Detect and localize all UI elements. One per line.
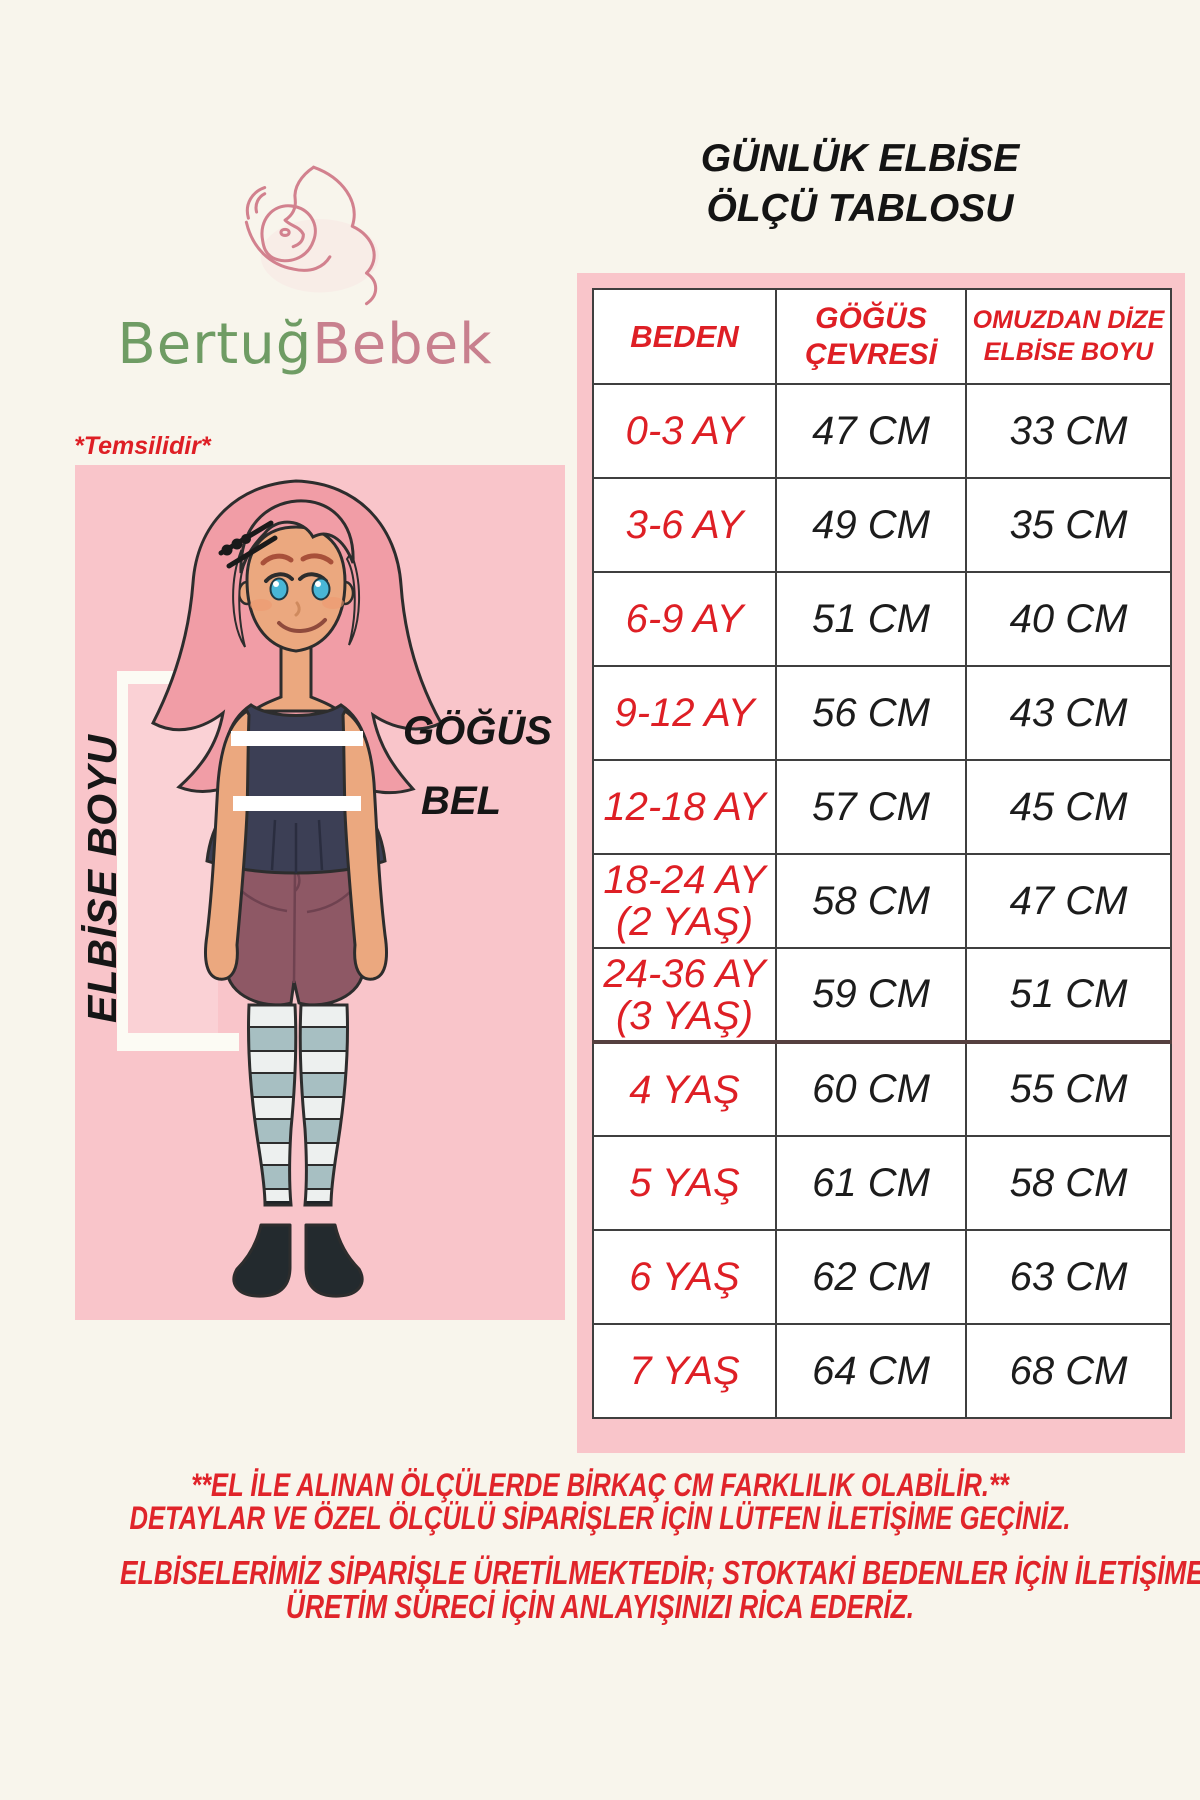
table-row: 5 YAŞ 61 CM 58 CM [592,1135,1172,1231]
size-cell: 7 YAŞ [592,1323,777,1419]
footer-line2: DETAYLAR VE ÖZEL ÖLÇÜLÜ SİPARİŞLER İÇİN … [129,1500,1071,1536]
bangs [239,499,355,574]
size-cell: 6-9 AY [592,571,777,667]
arms [204,709,388,981]
mother-baby-icon [244,165,379,306]
table-row: 6-9 AY 51 CM 40 CM [592,571,1172,667]
bracket-overlay [128,684,218,1033]
dress-length-label: ELBİSE BOYU [79,734,125,1023]
table-row: 24-36 AY (3 YAŞ) 59 CM 51 CM [592,947,1172,1044]
length-cell: 43 CM [965,665,1172,761]
table-row: 7 YAŞ 64 CM 68 CM [592,1323,1172,1419]
footer-line4: ÜRETİM SÜRECİ İÇİN ANLAYIŞINIZI RİCA EDE… [285,1588,915,1625]
waist-label: BEL [421,779,501,823]
table-row: 4 YAŞ 60 CM 55 CM [592,1041,1172,1137]
length-cell: 58 CM [965,1135,1172,1231]
stockings [246,1003,350,1207]
size-cell: 4 YAŞ [592,1041,777,1137]
table-row: 0-3 AY 47 CM 33 CM [592,383,1172,479]
dress-length-bracket [117,671,239,1051]
chest-cell: 64 CM [775,1323,967,1419]
chest-cell: 58 CM [775,853,967,949]
table-row: 6 YAŞ 62 CM 63 CM [592,1229,1172,1325]
hairpins [218,520,278,569]
chest-cell: 62 CM [775,1229,967,1325]
table-row: 9-12 AY 56 CM 43 CM [592,665,1172,761]
footer-line3: ELBİSELERİMİZ SİPARİŞLE ÜRETİLMEKTEDİR; … [120,1554,1200,1591]
size-cell: 3-6 AY [592,477,777,573]
chest-measure-bar [231,731,363,746]
size-table-header-row: BEDEN GÖĞÜS ÇEVRESİ OMUZDAN DİZE ELBİSE BO… [592,288,1172,385]
shoes [232,1223,364,1298]
column-header: GÖĞÜS ÇEVRESİ [775,288,967,385]
length-cell: 45 CM [965,759,1172,855]
column-header: BEDEN [592,288,777,385]
size-table-body: 0-3 AY 47 CM 33 CM 3-6 AY 49 CM 35 CM 6-9 AY 51… [592,383,1172,1419]
title-line1: GÜNLÜK ELBİSE [700,137,1020,180]
chest-cell: 60 CM [775,1041,967,1137]
length-cell: 35 CM [965,477,1172,573]
title-line2: ÖLÇÜ TABLOSU [706,187,1014,230]
table-row: 12-18 AY 57 CM 45 CM [592,759,1172,855]
size-cell: 6 YAŞ [592,1229,777,1325]
chest-cell: 47 CM [775,383,967,479]
footer-measure-note: **EL İLE ALINAN ÖLÇÜLERDE BİRKAÇ CM FARK… [0,1469,1200,1535]
length-cell: 40 CM [965,571,1172,667]
size-table: BEDEN GÖĞÜS ÇEVRESİ OMUZDAN DİZE ELBİSE BO… [592,288,1172,1419]
table-row: 3-6 AY 49 CM 35 CM [592,477,1172,573]
length-cell: 55 CM [965,1041,1172,1137]
head [218,499,360,653]
chest-cell: 57 CM [775,759,967,855]
chest-cell: 59 CM [775,947,967,1044]
page-title: GÜNLÜK ELBİSE ÖLÇÜ TABLOSU [620,134,1100,234]
footer-production-note: ELBİSELERİMİZ SİPARİŞLE ÜRETİLMEKTEDİR; … [0,1556,1200,1624]
chest-cell: 56 CM [775,665,967,761]
size-cell: 0-3 AY [592,383,777,479]
chest-cell: 61 CM [775,1135,967,1231]
length-cell: 51 CM [965,947,1172,1044]
size-cell: 18-24 AY (2 YAŞ) [592,853,777,949]
representative-note: *Temsilidir* [74,432,211,460]
length-cell: 47 CM [965,853,1172,949]
length-cell: 68 CM [965,1323,1172,1419]
chest-cell: 49 CM [775,477,967,573]
footer-line1: **EL İLE ALINAN ÖLÇÜLERDE BİRKAÇ CM FARK… [191,1467,1009,1503]
chest-label: GÖĞÜS [403,709,552,753]
brand-name-part2: Bebek [312,312,493,377]
brand-name-part1: Bertuğ [117,312,313,377]
table-row: 18-24 AY (2 YAŞ) 58 CM 47 CM [592,853,1172,949]
waist-measure-bar [233,796,361,811]
brand-wordmark: BertuğBebek [98,312,512,377]
size-cell: 24-36 AY (3 YAŞ) [592,947,777,1044]
length-cell: 33 CM [965,383,1172,479]
size-cell: 9-12 AY [592,665,777,761]
chest-cell: 51 CM [775,571,967,667]
length-cell: 63 CM [965,1229,1172,1325]
measurement-figure-box: ELBİSE BOYU GÖĞÜS BEL [75,465,565,1320]
girl-illustration [117,479,444,1298]
size-cell: 12-18 AY [592,759,777,855]
face-features [250,553,344,633]
size-table-frame: BEDEN GÖĞÜS ÇEVRESİ OMUZDAN DİZE ELBİSE BO… [577,273,1185,1453]
size-cell: 5 YAŞ [592,1135,777,1231]
column-header: OMUZDAN DİZE ELBİSE BOYU [965,288,1172,385]
